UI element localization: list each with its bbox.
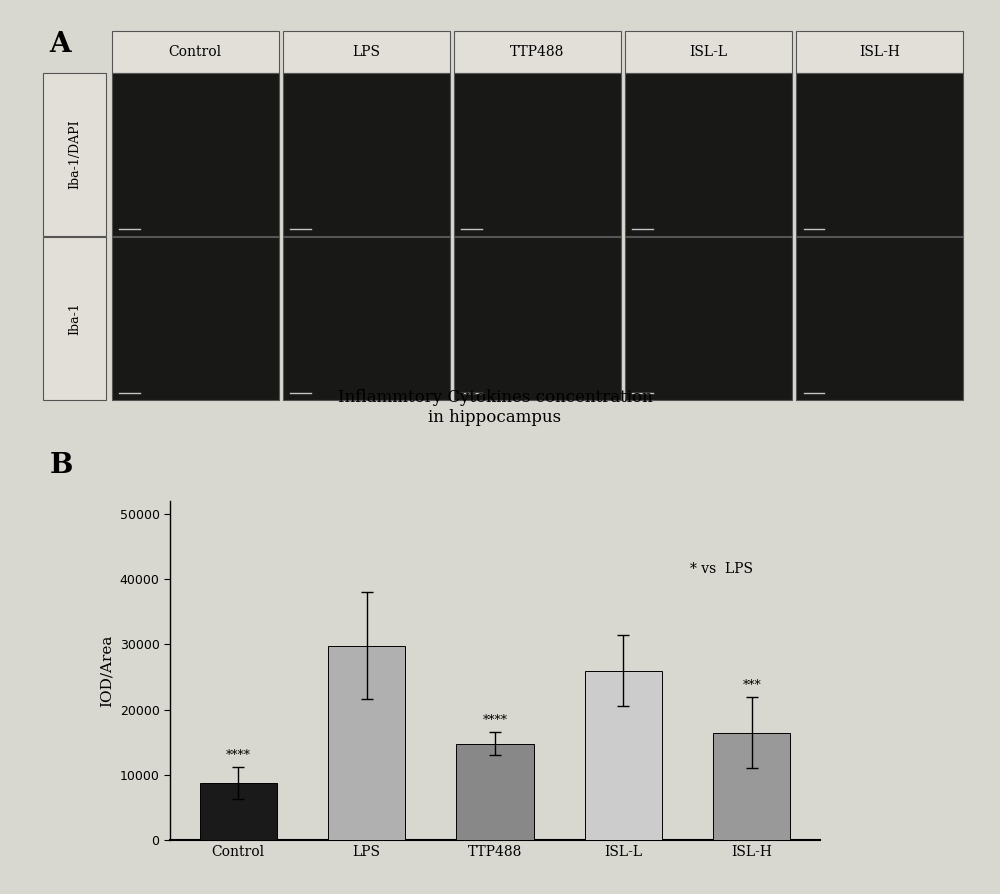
FancyBboxPatch shape: [283, 30, 450, 72]
FancyBboxPatch shape: [625, 73, 792, 236]
FancyBboxPatch shape: [112, 237, 279, 400]
Text: ISL-H: ISL-H: [859, 45, 900, 59]
Text: Control: Control: [169, 45, 222, 59]
Text: LPS: LPS: [352, 45, 380, 59]
FancyBboxPatch shape: [625, 30, 792, 72]
FancyBboxPatch shape: [283, 73, 450, 236]
FancyBboxPatch shape: [112, 73, 279, 236]
FancyBboxPatch shape: [796, 73, 963, 236]
Text: Iba-1/DAPI: Iba-1/DAPI: [68, 120, 81, 190]
Title: Inflammtory Cytokines concentration
in hippocampus: Inflammtory Cytokines concentration in h…: [338, 389, 652, 426]
FancyBboxPatch shape: [454, 73, 621, 236]
Bar: [456, 744, 534, 840]
Text: ****: ****: [483, 714, 508, 728]
Text: ***: ***: [743, 679, 761, 692]
FancyBboxPatch shape: [796, 237, 963, 400]
Bar: [585, 670, 662, 840]
Text: A: A: [49, 30, 71, 57]
Text: ISL-L: ISL-L: [690, 45, 728, 59]
Y-axis label: IOD/Area: IOD/Area: [100, 635, 114, 706]
Text: ****: ****: [226, 749, 251, 762]
Text: B: B: [49, 452, 73, 479]
FancyBboxPatch shape: [43, 73, 106, 236]
Bar: [200, 783, 277, 840]
FancyBboxPatch shape: [112, 30, 279, 72]
FancyBboxPatch shape: [283, 237, 450, 400]
FancyBboxPatch shape: [43, 237, 106, 400]
FancyBboxPatch shape: [796, 30, 963, 72]
Bar: [328, 645, 405, 840]
Text: TTP488: TTP488: [510, 45, 565, 59]
Bar: [713, 732, 790, 840]
FancyBboxPatch shape: [454, 237, 621, 400]
Text: Iba-1: Iba-1: [68, 302, 81, 334]
FancyBboxPatch shape: [454, 30, 621, 72]
FancyBboxPatch shape: [625, 237, 792, 400]
Text: * vs  LPS: * vs LPS: [690, 561, 753, 576]
